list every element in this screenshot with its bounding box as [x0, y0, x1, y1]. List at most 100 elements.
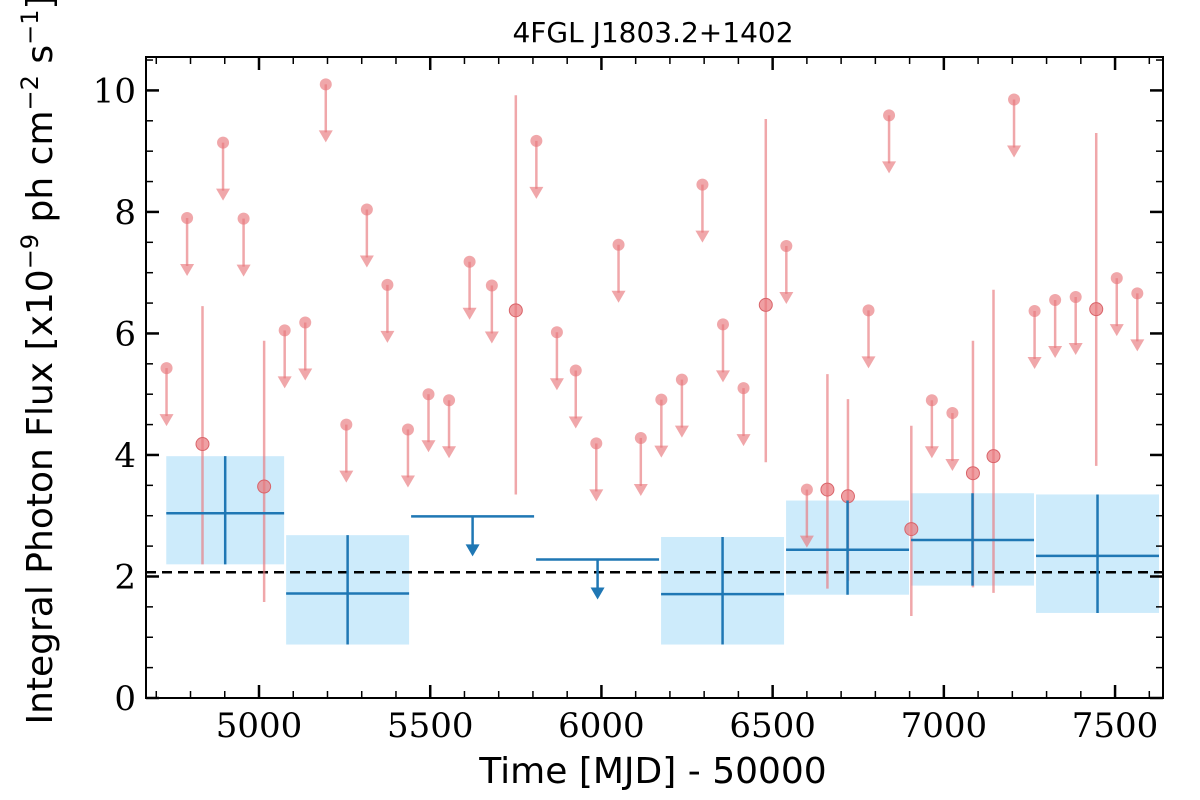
upper-limit-arrowhead [359, 255, 374, 268]
upper-limit-arrowhead [1068, 342, 1083, 355]
y-axis-label-exponent: −2 [16, 75, 44, 110]
upper-limit-point [716, 318, 729, 331]
upper-limit-arrowhead [779, 291, 794, 304]
upper-limit-arrowhead [339, 470, 354, 483]
upper-limit-point [883, 109, 896, 122]
upper-limit-arrowhead [236, 264, 251, 277]
upper-limit-arrowhead [924, 446, 939, 459]
upper-limit-point [463, 255, 476, 268]
axes: 5000 5500 6000 6500 7000 7500 0 2 4 6 8 10 [93, 56, 1164, 746]
upper-limit-arrowhead [159, 414, 174, 427]
upper-limit-arrowhead [318, 130, 333, 143]
upper-limit-arrowhead [799, 535, 814, 548]
data-point [904, 522, 919, 537]
upper-limit-point [401, 423, 414, 436]
upper-limit-arrowhead [421, 440, 436, 453]
chart-title: 4FGL J1803.2+1402 [512, 16, 793, 49]
data-point [758, 297, 773, 312]
upper-limit-arrowhead [674, 425, 689, 438]
upper-limit-point [862, 304, 875, 317]
y-axis-label-part: ] [20, 0, 61, 10]
upper-limit-point [160, 362, 173, 375]
plot-area [146, 78, 1163, 645]
upper-limit-point [422, 388, 435, 401]
upper-limit-point [217, 136, 230, 149]
y-axis-label-exponent: −9 [16, 234, 44, 269]
upper-limit-point [1008, 93, 1021, 106]
upper-limit-arrowhead [462, 307, 477, 320]
y-tick-label: 10 [93, 71, 136, 111]
bin-upper-limit-arrowhead [465, 544, 480, 557]
data-point [195, 437, 210, 452]
upper-limit-arrowhead [882, 161, 897, 174]
y-axis-label: Integral Photon Flux [x10−9 ph cm−2 s−1] [16, 0, 61, 725]
upper-limit-point [485, 279, 498, 292]
upper-limit-arrowhead [380, 330, 395, 343]
data-point [965, 466, 980, 481]
data-point [986, 449, 1001, 464]
upper-limit-point [1131, 287, 1144, 300]
upper-limit-point [946, 407, 959, 420]
upper-limit-point [299, 316, 312, 329]
upper-limit-arrowhead [549, 378, 564, 391]
upper-limit-arrowhead [861, 356, 876, 369]
upper-limit-arrowhead [442, 446, 457, 459]
upper-limit-arrowhead [484, 331, 499, 344]
upper-limit-point [780, 239, 793, 252]
y-tick-label: 4 [114, 436, 136, 476]
upper-limit-point [319, 78, 332, 91]
upper-limit-arrowhead [216, 188, 231, 201]
x-tick-label: 6500 [729, 706, 816, 746]
upper-limit-arrowhead [633, 483, 648, 496]
data-point [257, 479, 272, 494]
upper-limit-point [1069, 290, 1082, 303]
upper-limit-point [1028, 304, 1041, 317]
upper-limit-point [443, 394, 456, 407]
upper-limit-point [381, 278, 394, 291]
upper-limit-arrowhead [298, 368, 313, 381]
x-tick-label: 7500 [1072, 706, 1159, 746]
upper-limit-arrowhead [611, 290, 626, 303]
y-tick-label: 8 [114, 193, 136, 233]
upper-limit-point [340, 418, 353, 431]
upper-limit-point [1110, 272, 1123, 285]
upper-limit-point [800, 483, 813, 496]
upper-limit-arrowhead [736, 434, 751, 447]
upper-limit-arrowhead [1130, 339, 1145, 352]
upper-limit-arrowhead [180, 264, 195, 277]
upper-limit-point [569, 364, 582, 377]
upper-limit-arrowhead [1048, 346, 1063, 359]
y-tick-label: 6 [114, 314, 136, 354]
upper-limit-arrowhead [715, 370, 730, 383]
upper-limit-point [655, 393, 668, 406]
upper-limit-arrowhead [695, 230, 710, 243]
y-tick-label: 2 [114, 557, 136, 597]
x-tick-label: 6000 [558, 706, 645, 746]
y-tick-label: 0 [114, 679, 136, 719]
upper-limit-arrowhead [1109, 324, 1124, 337]
upper-limit-arrowhead [529, 186, 544, 199]
upper-limit-point [1049, 294, 1062, 307]
y-axis-label-part: ph cm [20, 110, 61, 233]
upper-limit-arrowhead [277, 376, 292, 389]
upper-limit-point [360, 203, 373, 216]
upper-limit-point [590, 437, 603, 450]
upper-limit-point [181, 212, 194, 225]
upper-limit-arrowhead [568, 416, 583, 429]
upper-limit-arrowhead [654, 445, 669, 458]
upper-limit-point [612, 238, 625, 251]
upper-limit-point [925, 394, 938, 407]
upper-limit-point [634, 431, 647, 444]
data-point [508, 303, 523, 318]
upper-limit-arrowhead [400, 475, 415, 488]
upper-limit-point [737, 382, 750, 395]
upper-limit-point [237, 212, 250, 225]
y-axis-label-exponent: −1 [16, 10, 44, 45]
plot-frame [145, 56, 1164, 699]
data-point [820, 482, 835, 497]
upper-limit-point [278, 324, 291, 337]
upper-limit-point [530, 134, 543, 147]
x-tick-label: 5000 [216, 706, 303, 746]
upper-limit-point [675, 373, 688, 386]
